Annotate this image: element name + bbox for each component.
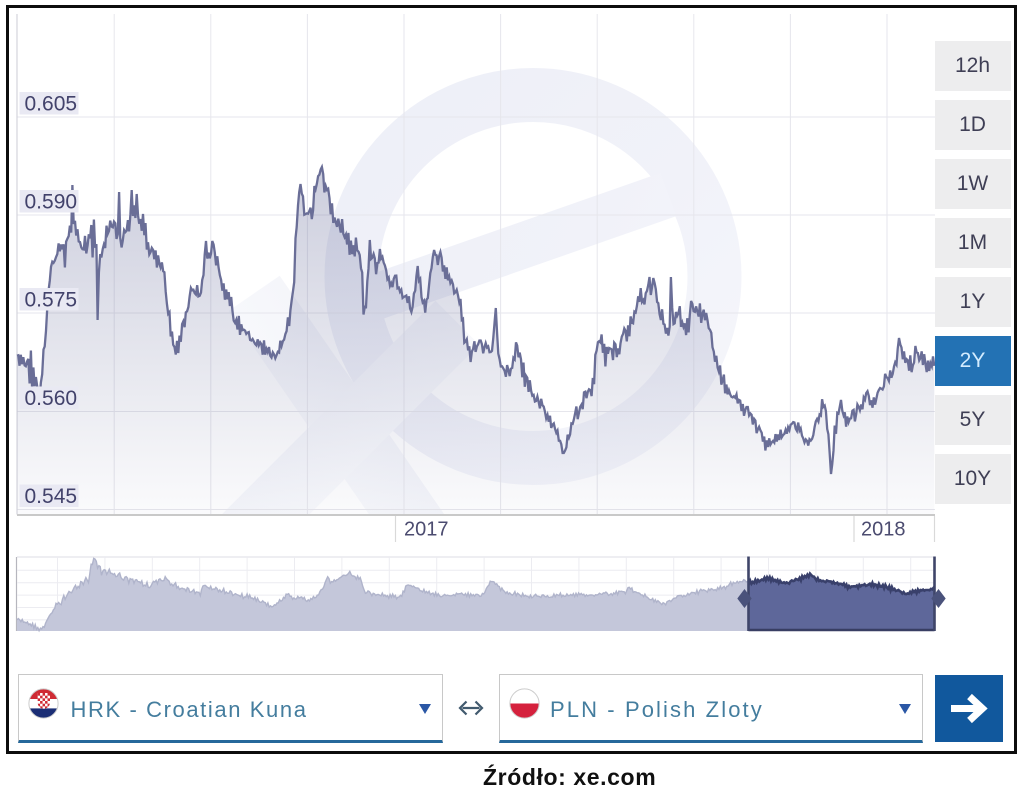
svg-text:0.590: 0.590: [25, 191, 78, 214]
svg-text:2017: 2017: [404, 519, 449, 541]
svg-text:0.545: 0.545: [25, 485, 78, 508]
svg-text:0.560: 0.560: [25, 387, 78, 410]
svg-text:2018: 2018: [861, 519, 906, 541]
svg-text:0.605: 0.605: [25, 93, 78, 116]
svg-text:0.575: 0.575: [25, 289, 78, 312]
